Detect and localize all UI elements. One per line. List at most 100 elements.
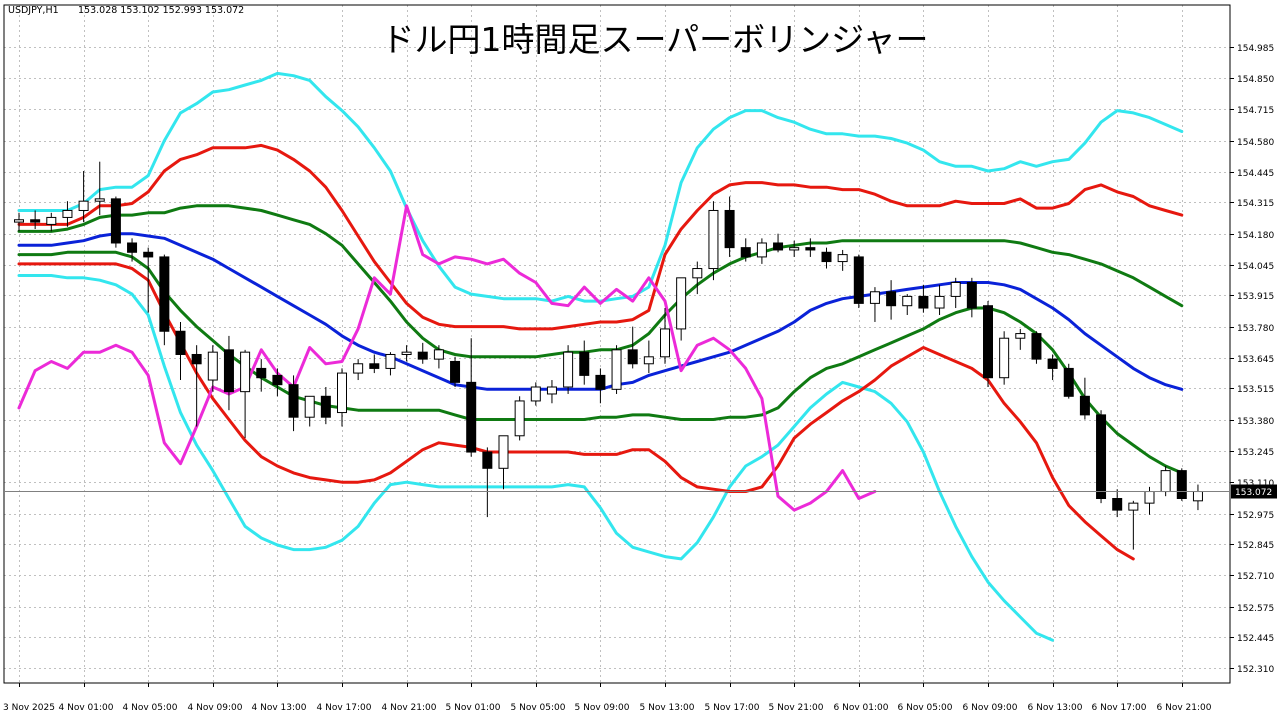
candle-body (401, 351, 412, 355)
x-tick-label: 3 Nov 2025 (3, 703, 55, 713)
y-tick-label: 153.110 (1237, 479, 1274, 489)
y-tick-label: 154.985 (1237, 44, 1274, 54)
y-tick-label: 153.515 (1237, 385, 1274, 395)
candle (724, 196, 735, 257)
x-tick-label: 5 Nov 05:00 (511, 703, 566, 713)
x-tick-label: 6 Nov 09:00 (963, 703, 1018, 713)
candle-body (110, 198, 121, 244)
candle-body (466, 381, 477, 453)
candle (708, 201, 719, 281)
candle-body (789, 247, 800, 251)
candle (159, 254, 170, 346)
candle (353, 359, 364, 381)
candle (450, 356, 461, 388)
candle-body (143, 251, 154, 258)
candle-body (191, 353, 202, 365)
candle (563, 345, 574, 394)
candle (304, 395, 315, 427)
candle (869, 287, 880, 322)
candle-body (756, 242, 767, 258)
candle-body (1015, 333, 1026, 339)
candle (272, 368, 283, 397)
candle (595, 368, 606, 404)
candle-body (563, 351, 574, 388)
candle (918, 284, 929, 313)
y-tick-label: 152.445 (1237, 634, 1274, 644)
candle-body (304, 395, 315, 418)
candle (966, 277, 977, 318)
candle-body (1144, 491, 1155, 504)
candle (886, 280, 897, 320)
candle (417, 342, 428, 364)
candle-body (1192, 491, 1203, 502)
candle (934, 284, 945, 315)
candle (805, 238, 816, 257)
sigma2-upper-line (17, 143, 1184, 331)
candle (62, 201, 73, 227)
grid-layer (4, 5, 1230, 683)
candle-body (514, 400, 525, 437)
candle (14, 212, 24, 232)
y-tick-label: 152.710 (1237, 572, 1274, 582)
candle-body (983, 305, 993, 379)
candle-body (433, 349, 444, 360)
current-price-label-box (1231, 484, 1277, 499)
candle (530, 382, 541, 406)
plot-frame (3, 4, 1231, 684)
y-tick-label: 153.245 (1237, 448, 1274, 458)
y-tick-label: 153.915 (1237, 292, 1274, 302)
y-tick-label: 154.315 (1237, 199, 1274, 209)
candle-body (837, 254, 848, 263)
candle (127, 238, 138, 262)
candle (1128, 500, 1139, 550)
candle-body (256, 367, 267, 379)
candle-body (643, 356, 654, 365)
candle (837, 249, 848, 271)
candle (1063, 363, 1074, 399)
x-tick-label: 4 Nov 13:00 (252, 703, 307, 713)
candle (256, 359, 267, 392)
y-tick-label: 154.045 (1237, 262, 1274, 272)
candle-body (240, 351, 251, 393)
sigma3-upper-line (17, 71, 1184, 303)
candle-body (14, 219, 24, 223)
candle (756, 238, 767, 264)
candle-body (950, 281, 961, 297)
candle-body (579, 351, 590, 376)
candle-body (450, 360, 461, 383)
candle (902, 294, 913, 315)
candle-body (869, 291, 880, 304)
y-tick-label: 152.975 (1237, 511, 1274, 521)
candle-body (62, 209, 73, 218)
chikou-span-line (17, 204, 877, 512)
y-tick-label: 153.645 (1237, 355, 1274, 365)
candle (611, 345, 622, 394)
candle-body (821, 251, 832, 263)
sigma3-lower-line (17, 274, 1055, 642)
candle (78, 170, 89, 223)
symbol-info: USDJPY,H1 (8, 5, 59, 16)
candle-body (773, 242, 784, 251)
candle-body (385, 353, 396, 369)
candle (30, 210, 41, 230)
candle-body (1079, 395, 1090, 416)
candle-body (175, 330, 186, 355)
x-tick-label: 6 Nov 05:00 (898, 703, 953, 713)
candle (482, 447, 493, 518)
candle (773, 233, 784, 253)
candle-body (369, 363, 380, 369)
candle (1112, 489, 1123, 518)
sigma2-lower-line (17, 262, 1135, 561)
candle-body (482, 451, 493, 469)
candle (579, 340, 590, 385)
candle-body (1128, 502, 1139, 511)
candle (1096, 410, 1107, 504)
y-tick-label: 154.850 (1237, 75, 1274, 85)
candle (514, 396, 525, 441)
x-tick-label: 4 Nov 01:00 (59, 703, 114, 713)
candle-body (1031, 333, 1042, 360)
candle (433, 345, 444, 369)
candle (110, 196, 121, 248)
